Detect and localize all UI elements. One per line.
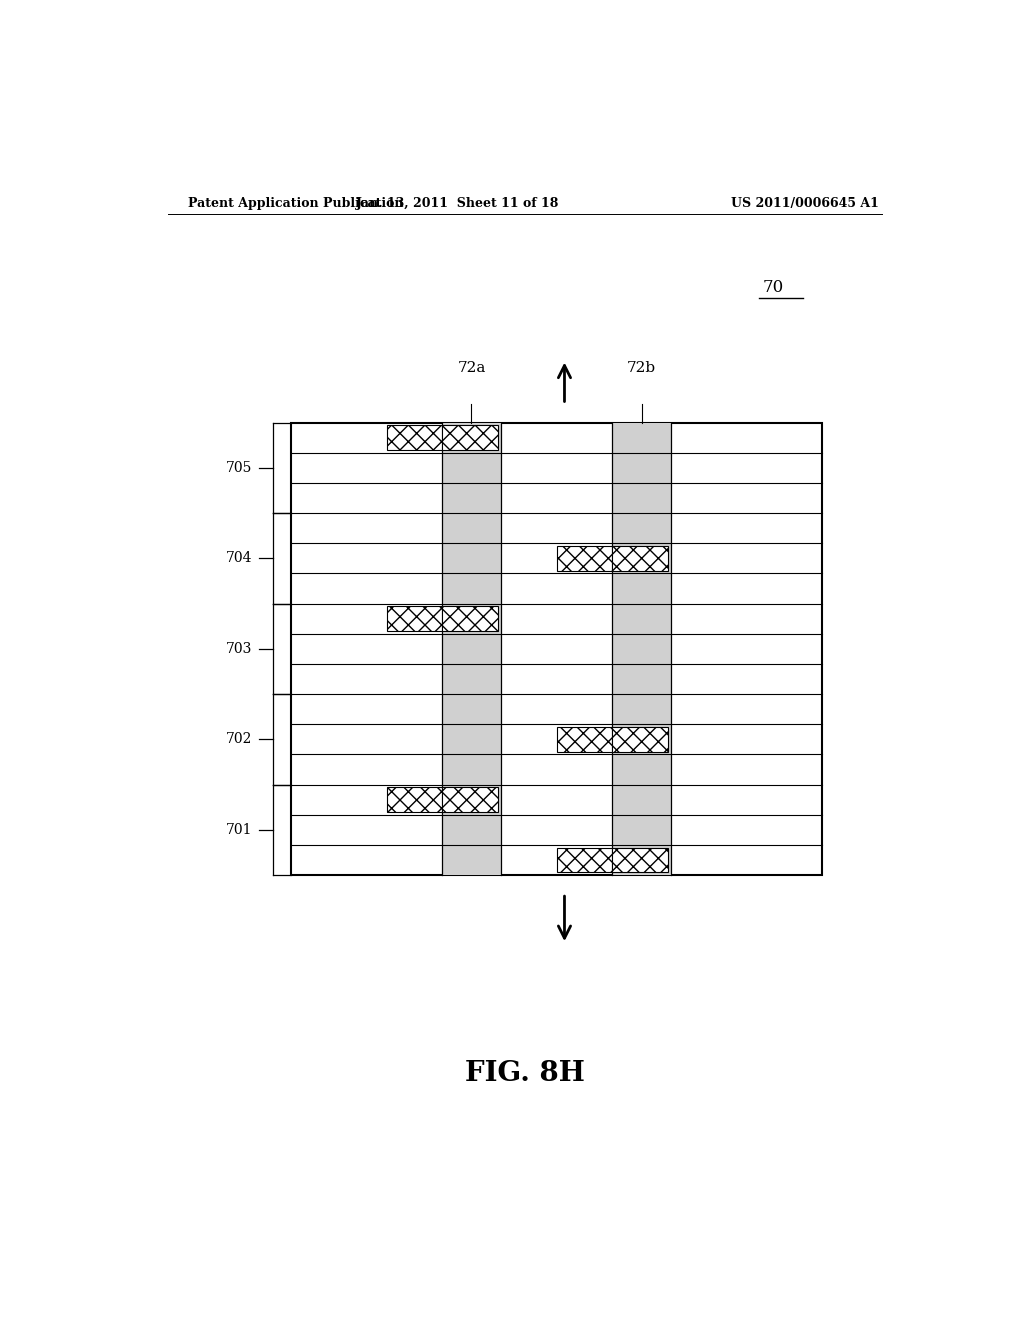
Bar: [557, 546, 612, 570]
Text: 70: 70: [763, 279, 784, 296]
Text: 701: 701: [226, 822, 253, 837]
Bar: [612, 847, 668, 873]
Bar: [612, 546, 668, 570]
Bar: [557, 727, 612, 751]
Bar: [442, 606, 498, 631]
Bar: [557, 847, 612, 873]
Text: 704: 704: [226, 552, 253, 565]
Bar: [387, 606, 442, 631]
Bar: [442, 787, 498, 812]
Text: 702: 702: [226, 733, 253, 746]
Text: Patent Application Publication: Patent Application Publication: [187, 197, 403, 210]
Bar: [442, 425, 498, 450]
Text: FIG. 8H: FIG. 8H: [465, 1060, 585, 1086]
Text: US 2011/0006645 A1: US 2011/0006645 A1: [731, 197, 879, 210]
Bar: [387, 425, 442, 450]
Text: 703: 703: [226, 642, 253, 656]
Bar: [291, 422, 822, 875]
Bar: [442, 422, 501, 875]
Text: 72a: 72a: [458, 360, 485, 375]
Bar: [387, 787, 442, 812]
Bar: [612, 422, 671, 875]
Bar: [612, 727, 668, 751]
Text: 705: 705: [226, 461, 253, 475]
Text: 72b: 72b: [627, 360, 656, 375]
Text: Jan. 13, 2011  Sheet 11 of 18: Jan. 13, 2011 Sheet 11 of 18: [355, 197, 559, 210]
